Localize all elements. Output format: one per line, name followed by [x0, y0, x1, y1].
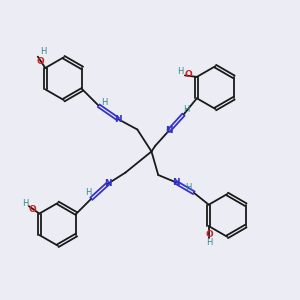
Text: O: O — [206, 230, 213, 239]
Text: H: H — [177, 67, 184, 76]
Text: O: O — [37, 57, 45, 66]
Text: N: N — [165, 126, 173, 135]
Text: H: H — [206, 238, 212, 247]
Text: H: H — [183, 105, 190, 114]
Text: H: H — [185, 183, 192, 192]
Text: O: O — [185, 70, 192, 79]
Text: H: H — [101, 98, 107, 106]
Text: N: N — [114, 115, 122, 124]
Text: H: H — [85, 188, 92, 197]
Text: N: N — [172, 178, 180, 187]
Text: H: H — [40, 47, 46, 56]
Text: O: O — [28, 205, 36, 214]
Text: N: N — [104, 179, 111, 188]
Text: H: H — [22, 199, 28, 208]
